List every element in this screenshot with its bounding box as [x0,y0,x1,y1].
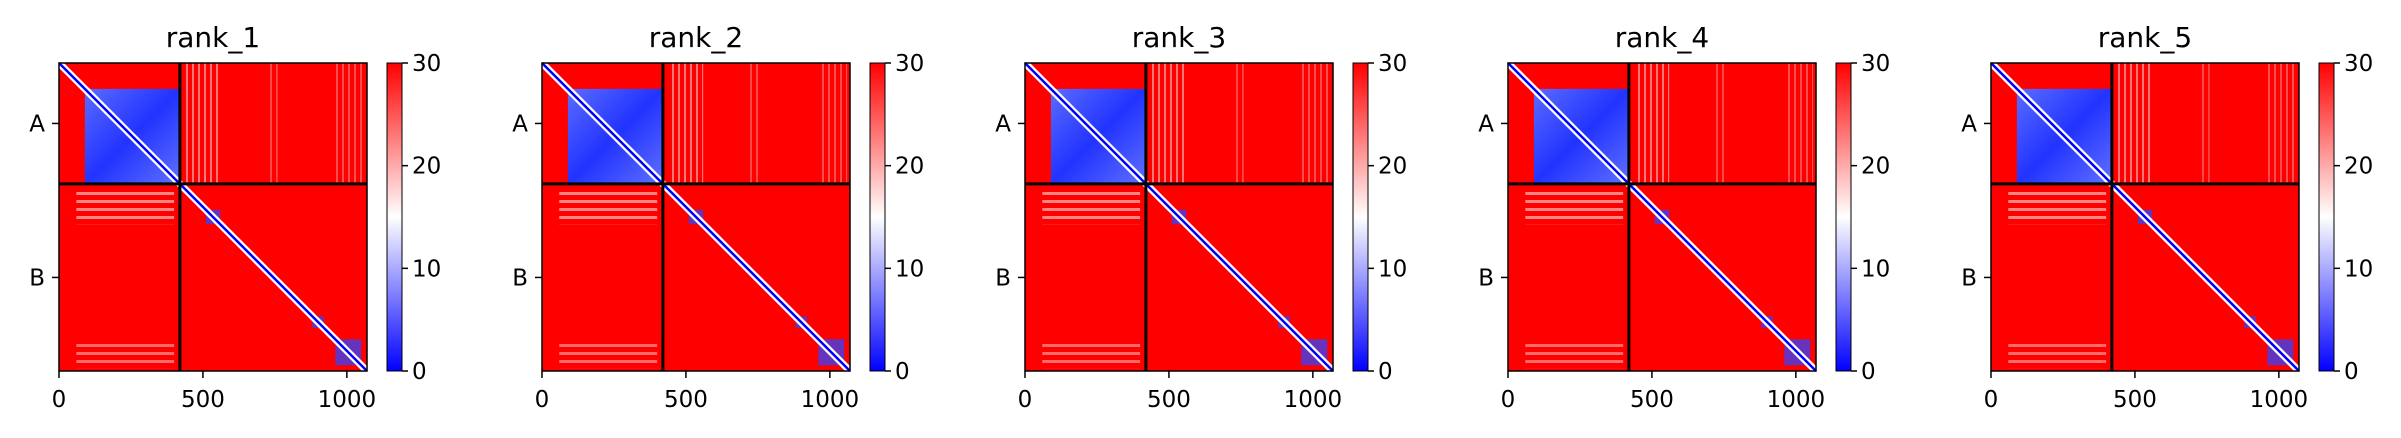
colorbar-tick-label: 20 [1378,154,1407,180]
axes-frame [58,62,368,372]
interchain-band-lower-2 [1042,339,1141,369]
colorbar-tick-label: 10 [895,256,924,282]
interchain-band-lower-2 [76,339,175,369]
panel-title: rank_5 [2098,21,2192,54]
interchain-band-lower-2 [559,339,658,369]
axes-frame [541,62,851,372]
colorbar [869,62,886,372]
x-tick-label: 0 [535,387,550,413]
colorbar [1352,62,1369,372]
interchain-band-upper-3 [1784,63,1814,184]
y-tick-label: B [1478,265,1494,291]
x-tick-label: 500 [664,387,708,413]
colorbar-tick-label: 30 [895,51,924,77]
interchain-band-upper-1 [668,63,704,184]
y-tick-label: A [512,111,528,137]
axes-frame [1024,62,1334,372]
panel-title: rank_1 [166,21,260,54]
panel-title: rank_3 [1132,21,1226,54]
interchain-band-lower-2 [1525,339,1624,369]
x-tick-label: 500 [1147,387,1191,413]
x-tick-label: 0 [1984,387,1999,413]
colorbar-tick-label: 20 [2344,154,2373,180]
interchain-band-upper-1 [1151,63,1187,184]
interchain-band-upper-3 [2267,63,2297,184]
y-tick-label: B [995,265,1011,291]
panel-rank_2: rank_2 0 500 1000 A B 0 10 20 30 [512,21,924,413]
colorbar [1835,62,1852,372]
colorbar-tick-label: 0 [1861,359,1876,385]
interchain-band-upper-2 [749,63,761,184]
colorbar-tick-label: 10 [1861,256,1890,282]
colorbar-tick-label: 20 [895,154,924,180]
diagonal [541,62,851,372]
colorbar-tick-label: 10 [412,256,441,282]
x-tick-label: 0 [52,387,67,413]
colorbar-tick-label: 30 [2344,51,2373,77]
panel-title: rank_4 [1615,21,1709,54]
colorbar-tick-label: 20 [412,154,441,180]
axes-frame [1990,62,2300,372]
y-tick-label: A [1961,111,1977,137]
colorbar-tick-label: 20 [1861,154,1890,180]
y-tick-label: A [29,111,45,137]
colorbar-tick-label: 30 [1378,51,1407,77]
x-tick-label: 500 [1630,387,1674,413]
x-tick-label: 1000 [801,387,860,413]
x-tick-label: 1000 [318,387,377,413]
x-tick-label: 1000 [1284,387,1343,413]
interchain-band-upper-1 [185,63,221,184]
interchain-band-upper-2 [266,63,278,184]
panel-rank_3: rank_3 0 500 1000 A B 0 10 20 30 [995,21,1407,413]
colorbar-tick-label: 30 [1861,51,1890,77]
axes-frame [1507,62,1817,372]
y-tick-label: A [1478,111,1494,137]
x-tick-label: 500 [2113,387,2157,413]
colorbar-tick-label: 0 [412,359,427,385]
colorbar-tick-label: 0 [895,359,910,385]
interchain-band-upper-2 [1232,63,1244,184]
interchain-band-upper-3 [1301,63,1331,184]
interchain-band-upper-1 [1634,63,1670,184]
interchain-band-upper-3 [335,63,365,184]
interchain-band-upper-3 [818,63,848,184]
interchain-band-lower-1 [1042,189,1141,225]
panel-rank_5: rank_5 0 500 1000 A B 0 10 20 30 [1961,21,2373,413]
panel-rank_1: rank_1 0 500 1000 A B 0 10 20 30 [29,21,441,413]
interchain-band-upper-2 [1715,63,1727,184]
y-tick-label: B [29,265,45,291]
diagonal [1024,62,1334,372]
x-tick-label: 0 [1018,387,1033,413]
interchain-band-lower-1 [2008,189,2107,225]
interchain-band-upper-2 [2198,63,2210,184]
diagonal [58,62,368,372]
colorbar-tick-label: 10 [1378,256,1407,282]
diagonal [1990,62,2300,372]
x-tick-label: 1000 [2250,387,2309,413]
interchain-band-lower-1 [1525,189,1624,225]
x-tick-label: 1000 [1767,387,1826,413]
x-tick-label: 0 [1501,387,1516,413]
panel-title: rank_2 [649,21,743,54]
interchain-band-upper-1 [2117,63,2153,184]
colorbar-tick-label: 30 [412,51,441,77]
colorbar-tick-label: 0 [1378,359,1393,385]
x-tick-label: 500 [181,387,225,413]
y-tick-label: B [512,265,528,291]
diagonal [1507,62,1817,372]
y-tick-label: B [1961,265,1977,291]
colorbar [386,62,403,372]
colorbar-tick-label: 0 [2344,359,2359,385]
colorbar-tick-label: 10 [2344,256,2373,282]
colorbar [2318,62,2335,372]
panel-rank_4: rank_4 0 500 1000 A B 0 10 20 30 [1478,21,1890,413]
interchain-band-lower-1 [559,189,658,225]
y-tick-label: A [995,111,1011,137]
interchain-band-lower-2 [2008,339,2107,369]
interchain-band-lower-1 [76,189,175,225]
